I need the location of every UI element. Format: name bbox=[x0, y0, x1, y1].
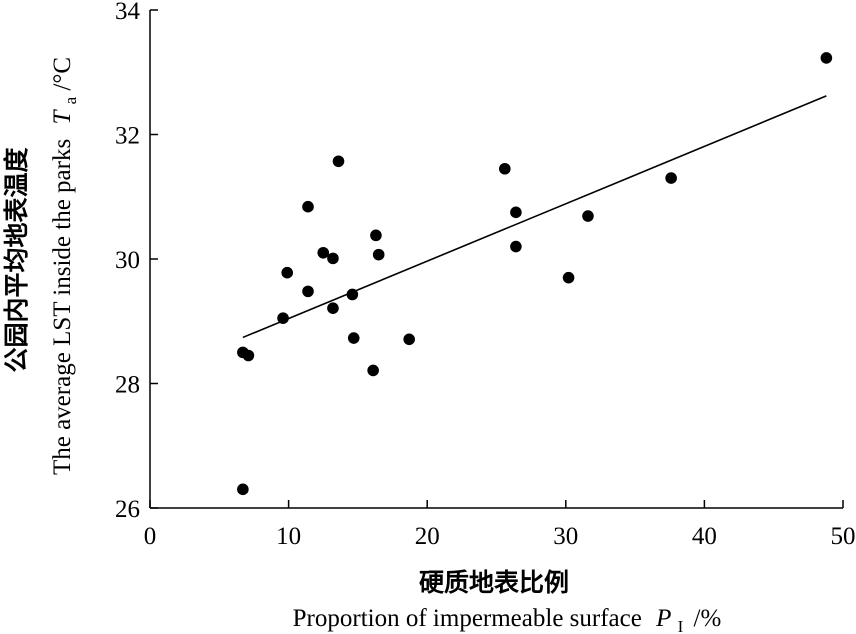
x-axis-title-symbol: P bbox=[655, 605, 671, 632]
data-point bbox=[347, 332, 360, 344]
x-axis-title-en: Proportion of impermeable surface P I /% bbox=[293, 605, 722, 634]
data-point bbox=[302, 200, 314, 213]
data-point bbox=[327, 302, 339, 314]
data-point bbox=[562, 271, 575, 284]
y-axis-title-subscript: a bbox=[61, 96, 80, 104]
data-points bbox=[237, 52, 833, 496]
axes bbox=[149, 10, 843, 509]
data-point bbox=[510, 240, 522, 253]
x-axis-title-subscript: I bbox=[678, 617, 684, 634]
data-point bbox=[237, 483, 249, 496]
data-point bbox=[370, 229, 382, 242]
data-point bbox=[820, 52, 833, 64]
data-point bbox=[665, 172, 677, 184]
x-tick-label: 10 bbox=[276, 523, 301, 550]
data-point bbox=[510, 206, 522, 219]
y-axis-title-en-text: The average LST inside the parks bbox=[49, 139, 76, 475]
data-point bbox=[281, 266, 294, 279]
x-tick-label: 20 bbox=[415, 523, 440, 550]
data-point bbox=[346, 288, 359, 301]
y-axis-title-en: The average LST inside the parks T a /°C bbox=[49, 57, 82, 475]
x-axis-title-unit: /% bbox=[694, 605, 722, 632]
y-tick-label: 28 bbox=[115, 372, 140, 399]
x-tick-label: 30 bbox=[553, 523, 578, 550]
y-tick-label: 26 bbox=[115, 496, 140, 523]
data-point bbox=[327, 252, 339, 265]
ticks: 26 28 30 32 34 0 10 20 30 40 50 bbox=[115, 0, 856, 550]
x-tick-label: 40 bbox=[692, 523, 717, 550]
x-axis-title-cn: 硬质地表比例 bbox=[419, 568, 569, 597]
trend-line bbox=[242, 95, 827, 339]
data-point bbox=[582, 210, 594, 222]
x-tick-label: 0 bbox=[144, 523, 157, 550]
y-axis-title-unit: /°C bbox=[49, 57, 76, 91]
data-point bbox=[317, 246, 330, 259]
data-point bbox=[499, 162, 511, 175]
y-axis-title-cn: 公园内平均地表温度 bbox=[2, 147, 31, 372]
y-tick-label: 32 bbox=[115, 123, 140, 150]
data-point bbox=[367, 364, 379, 377]
data-point bbox=[302, 285, 314, 298]
data-point bbox=[277, 312, 289, 324]
x-tick-label: 50 bbox=[831, 523, 856, 550]
data-point bbox=[242, 349, 255, 362]
x-axis-title-en-text: Proportion of impermeable surface bbox=[293, 605, 642, 632]
y-tick-label: 30 bbox=[115, 247, 140, 274]
y-axis-title-symbol: T bbox=[49, 109, 76, 125]
y-tick-label: 34 bbox=[115, 0, 141, 25]
data-point bbox=[403, 333, 415, 346]
data-point bbox=[372, 248, 385, 261]
data-point bbox=[332, 155, 345, 168]
